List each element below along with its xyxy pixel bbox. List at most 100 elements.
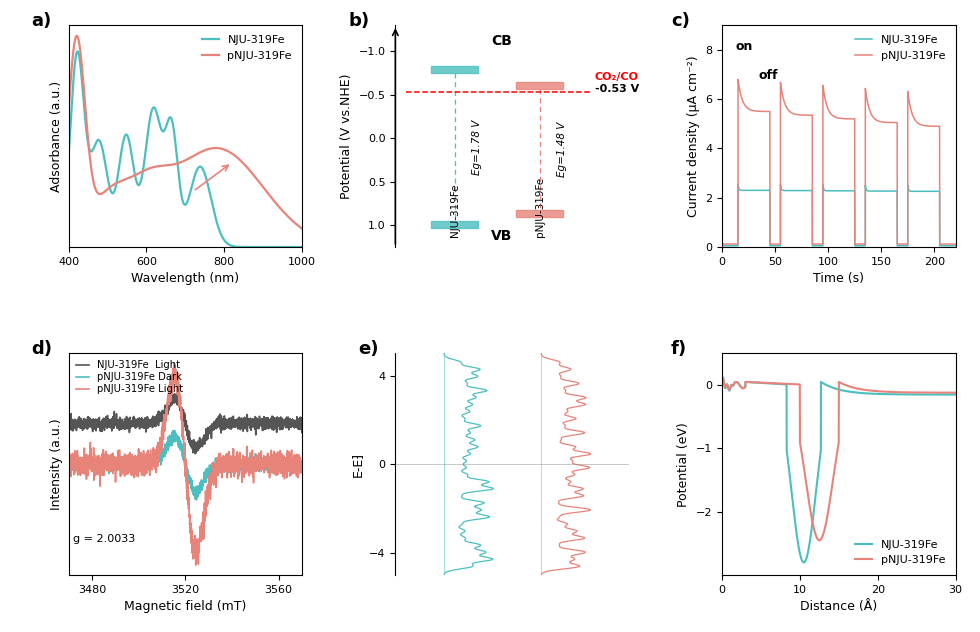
- NJU-319Fe  Light: [171, 398, 182, 405]
- pNJU-319Fe Light: [289, 460, 301, 468]
- Text: e): e): [358, 340, 378, 358]
- Y-axis label: Potential (V vs.NHE): Potential (V vs.NHE): [340, 73, 353, 199]
- pNJU-319Fe: [906, 109, 917, 116]
- pNJU-319Fe Light: [171, 376, 182, 384]
- Legend: NJU-319Fe, pNJU-319Fe: NJU-319Fe, pNJU-319Fe: [198, 31, 296, 65]
- NJU-319Fe: [732, 180, 744, 188]
- pNJU-319Fe: [904, 99, 915, 107]
- Line: NJU-319Fe: NJU-319Fe: [722, 184, 956, 246]
- NJU-319Fe: [77, 92, 89, 100]
- Legend: NJU-319Fe, pNJU-319Fe: NJU-319Fe, pNJU-319Fe: [851, 535, 950, 569]
- Line: NJU-319Fe: NJU-319Fe: [69, 51, 302, 247]
- pNJU-319Fe Dark: [190, 496, 202, 504]
- pNJU-319Fe Light: [168, 360, 179, 367]
- pNJU-319Fe: [716, 378, 728, 386]
- X-axis label: Time (s): Time (s): [813, 272, 864, 285]
- pNJU-319Fe: [77, 77, 89, 85]
- pNJU-319Fe: [813, 537, 825, 544]
- NJU-319Fe: [906, 188, 917, 195]
- pNJU-319Fe: [824, 493, 836, 501]
- X-axis label: Wavelength (nm): Wavelength (nm): [131, 272, 239, 285]
- pNJU-319Fe Light: [190, 561, 202, 569]
- Line: NJU-319Fe: NJU-319Fe: [722, 378, 956, 562]
- pNJU-319Fe: [205, 145, 217, 152]
- Text: g = 2.0033: g = 2.0033: [74, 534, 135, 544]
- NJU-319Fe: [895, 242, 906, 250]
- pNJU-319Fe Light: [296, 459, 308, 467]
- Bar: [431, 221, 478, 228]
- pNJU-319Fe: [950, 389, 961, 396]
- Y-axis label: Intensity (a.u.): Intensity (a.u.): [50, 418, 63, 510]
- Line: pNJU-319Fe: pNJU-319Fe: [69, 36, 302, 229]
- Text: on: on: [735, 40, 753, 53]
- pNJU-319Fe: [717, 375, 729, 382]
- NJU-319Fe: [815, 379, 827, 386]
- pNJU-319Fe Dark: [176, 446, 188, 453]
- pNJU-319Fe Dark: [169, 427, 180, 434]
- pNJU-319Fe Dark: [289, 456, 301, 464]
- Y-axis label: Potential (eV): Potential (eV): [677, 422, 690, 507]
- NJU-319Fe: [851, 242, 862, 250]
- Text: -0.53 V: -0.53 V: [595, 84, 639, 94]
- pNJU-319Fe: [199, 147, 211, 154]
- X-axis label: Magnetic field (mT): Magnetic field (mT): [124, 600, 247, 614]
- pNJU-319Fe Dark: [74, 458, 86, 466]
- NJU-319Fe: [716, 378, 728, 386]
- pNJU-319Fe: [212, 144, 223, 152]
- NJU-319Fe  Light: [176, 406, 188, 413]
- NJU-319Fe: [240, 243, 252, 251]
- Text: d): d): [31, 340, 52, 358]
- Bar: [431, 66, 478, 73]
- pNJU-319Fe: [729, 240, 741, 248]
- pNJU-319Fe: [264, 192, 275, 200]
- NJU-319Fe: [734, 382, 746, 390]
- NJU-319Fe: [63, 152, 74, 160]
- Text: off: off: [759, 70, 778, 82]
- pNJU-319Fe: [240, 162, 252, 170]
- NJU-319Fe  Light: [296, 414, 308, 422]
- Line: pNJU-319Fe: pNJU-319Fe: [722, 379, 956, 540]
- NJU-319Fe: [717, 374, 729, 382]
- NJU-319Fe: [199, 169, 211, 176]
- NJU-319Fe  Light: [167, 390, 178, 398]
- pNJU-319Fe: [850, 384, 861, 392]
- Text: Eg=1.48 V: Eg=1.48 V: [557, 122, 566, 178]
- Legend: NJU-319Fe  Light, pNJU-319Fe Dark, pNJU-319Fe Light: NJU-319Fe Light, pNJU-319Fe Dark, pNJU-3…: [74, 358, 184, 396]
- Y-axis label: Current density (μA cm⁻²): Current density (μA cm⁻²): [687, 56, 700, 217]
- NJU-319Fe: [296, 243, 308, 251]
- Text: VB: VB: [491, 229, 513, 243]
- Text: pNJU-319Fe: pNJU-319Fe: [535, 176, 545, 236]
- NJU-319Fe: [205, 193, 217, 200]
- pNJU-319Fe: [950, 240, 961, 248]
- pNJU-319Fe Light: [74, 471, 86, 479]
- pNJU-319Fe: [71, 32, 82, 40]
- NJU-319Fe: [72, 47, 83, 55]
- NJU-319Fe  Light: [74, 420, 86, 427]
- NJU-319Fe: [950, 391, 961, 398]
- pNJU-319Fe: [851, 240, 862, 248]
- pNJU-319Fe Dark: [247, 456, 259, 463]
- Text: b): b): [349, 12, 369, 30]
- Text: CO₂/CO: CO₂/CO: [595, 73, 639, 82]
- NJU-319Fe: [819, 187, 831, 195]
- NJU-319Fe  Light: [247, 415, 259, 423]
- pNJU-319Fe: [815, 535, 827, 542]
- NJU-319Fe: [798, 559, 809, 566]
- Line: NJU-319Fe  Light: NJU-319Fe Light: [69, 394, 302, 454]
- NJU-319Fe: [264, 243, 275, 251]
- pNJU-319Fe: [296, 225, 308, 233]
- Y-axis label: Adsorbance (a.u.): Adsorbance (a.u.): [50, 80, 63, 191]
- pNJU-319Fe Light: [63, 453, 74, 461]
- NJU-319Fe: [716, 242, 728, 250]
- NJU-319Fe: [950, 242, 961, 250]
- pNJU-319Fe: [819, 95, 831, 103]
- pNJU-319Fe: [63, 106, 74, 114]
- pNJU-319Fe Dark: [289, 459, 301, 466]
- NJU-319Fe  Light: [289, 418, 301, 426]
- NJU-319Fe: [904, 187, 915, 195]
- NJU-319Fe: [850, 389, 861, 396]
- NJU-319Fe  Light: [189, 450, 201, 458]
- Text: CB: CB: [491, 34, 512, 48]
- pNJU-319Fe: [734, 382, 746, 390]
- Y-axis label: E-E⁆: E-E⁆: [351, 452, 364, 477]
